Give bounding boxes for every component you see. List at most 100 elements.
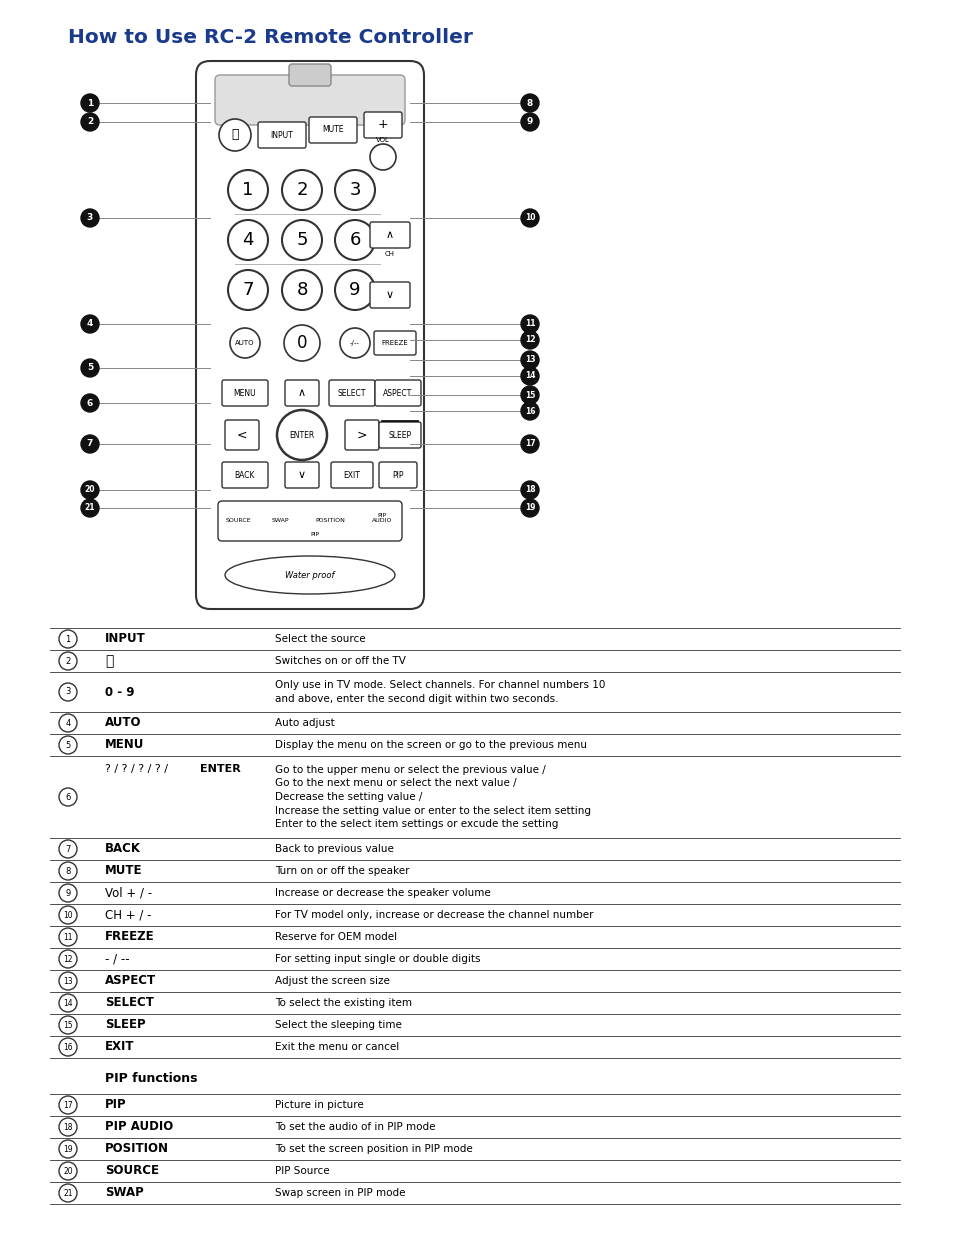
Circle shape bbox=[370, 144, 395, 170]
Circle shape bbox=[59, 630, 77, 649]
Text: 1: 1 bbox=[242, 181, 253, 199]
Circle shape bbox=[59, 683, 77, 702]
Text: 13: 13 bbox=[63, 977, 72, 985]
Text: ⏻: ⏻ bbox=[231, 128, 238, 142]
FancyBboxPatch shape bbox=[195, 60, 423, 609]
Text: 3: 3 bbox=[65, 688, 71, 697]
Text: SWAP: SWAP bbox=[271, 518, 289, 523]
Text: 3: 3 bbox=[349, 181, 360, 199]
Text: SELECT: SELECT bbox=[105, 996, 153, 1010]
Circle shape bbox=[282, 219, 322, 260]
Text: Turn on or off the speaker: Turn on or off the speaker bbox=[274, 866, 409, 875]
Circle shape bbox=[276, 411, 327, 460]
Text: For setting input single or double digits: For setting input single or double digit… bbox=[274, 954, 480, 964]
Text: For TV model only, increase or decrease the channel number: For TV model only, increase or decrease … bbox=[274, 910, 593, 920]
Text: >: > bbox=[356, 429, 367, 441]
Circle shape bbox=[59, 1118, 77, 1136]
Text: <: < bbox=[236, 429, 247, 441]
Circle shape bbox=[335, 270, 375, 309]
Text: ASPECT: ASPECT bbox=[105, 974, 156, 988]
Circle shape bbox=[520, 94, 538, 112]
Text: Select the sleeping time: Select the sleeping time bbox=[274, 1020, 401, 1030]
Text: MENU: MENU bbox=[105, 739, 144, 751]
Text: 6: 6 bbox=[87, 398, 93, 407]
Text: 0: 0 bbox=[296, 334, 307, 351]
FancyBboxPatch shape bbox=[375, 380, 420, 406]
FancyBboxPatch shape bbox=[329, 380, 375, 406]
Text: ∨: ∨ bbox=[386, 290, 394, 300]
Text: - / --: - / -- bbox=[105, 953, 130, 965]
Circle shape bbox=[59, 1016, 77, 1034]
Circle shape bbox=[59, 652, 77, 670]
FancyBboxPatch shape bbox=[374, 330, 416, 355]
Text: 11: 11 bbox=[524, 319, 535, 328]
Circle shape bbox=[335, 219, 375, 260]
Text: PIP: PIP bbox=[105, 1099, 127, 1111]
Circle shape bbox=[520, 210, 538, 227]
Text: 6: 6 bbox=[349, 231, 360, 249]
Text: 11: 11 bbox=[63, 932, 72, 942]
Text: 7: 7 bbox=[242, 281, 253, 298]
FancyBboxPatch shape bbox=[345, 420, 378, 450]
Circle shape bbox=[81, 481, 99, 499]
Ellipse shape bbox=[225, 556, 395, 594]
FancyBboxPatch shape bbox=[222, 380, 268, 406]
Text: SOURCE: SOURCE bbox=[225, 518, 251, 523]
Text: Only use in TV mode. Select channels. For channel numbers 10
and above, enter th: Only use in TV mode. Select channels. Fo… bbox=[274, 681, 605, 704]
Text: AUTO: AUTO bbox=[105, 716, 141, 730]
Circle shape bbox=[228, 270, 268, 309]
Circle shape bbox=[520, 386, 538, 404]
FancyBboxPatch shape bbox=[285, 380, 318, 406]
Text: To set the audio of in PIP mode: To set the audio of in PIP mode bbox=[274, 1122, 435, 1132]
Text: Increase or decrease the speaker volume: Increase or decrease the speaker volume bbox=[274, 888, 490, 898]
Text: Display the menu on the screen or go to the previous menu: Display the menu on the screen or go to … bbox=[274, 740, 586, 750]
Circle shape bbox=[81, 94, 99, 112]
Text: 13: 13 bbox=[524, 355, 535, 365]
Circle shape bbox=[81, 113, 99, 131]
Text: 16: 16 bbox=[524, 407, 535, 416]
Text: 19: 19 bbox=[63, 1144, 72, 1154]
Text: 20: 20 bbox=[85, 486, 95, 494]
Circle shape bbox=[59, 736, 77, 755]
Text: VOL: VOL bbox=[375, 137, 390, 143]
FancyBboxPatch shape bbox=[257, 122, 306, 148]
Circle shape bbox=[335, 170, 375, 210]
Text: ∧: ∧ bbox=[386, 231, 394, 240]
FancyBboxPatch shape bbox=[378, 462, 416, 488]
Text: 18: 18 bbox=[63, 1122, 72, 1132]
Text: How to Use RC-2 Remote Controller: How to Use RC-2 Remote Controller bbox=[68, 28, 473, 47]
Text: ∧: ∧ bbox=[297, 388, 306, 398]
Text: Exit the menu or cancel: Exit the menu or cancel bbox=[274, 1042, 399, 1052]
Text: 20: 20 bbox=[63, 1166, 72, 1175]
FancyBboxPatch shape bbox=[364, 112, 401, 138]
Circle shape bbox=[59, 862, 77, 880]
Text: 12: 12 bbox=[524, 335, 535, 344]
Text: -/--: -/-- bbox=[350, 340, 359, 346]
Text: 2: 2 bbox=[66, 656, 71, 666]
Text: PIP
AUDIO: PIP AUDIO bbox=[372, 513, 392, 523]
Text: PIP functions: PIP functions bbox=[105, 1073, 197, 1085]
Text: 4: 4 bbox=[87, 319, 93, 328]
Text: 6: 6 bbox=[65, 793, 71, 801]
Circle shape bbox=[282, 270, 322, 309]
Text: 8: 8 bbox=[296, 281, 308, 298]
Circle shape bbox=[520, 367, 538, 385]
Text: FREEZE: FREEZE bbox=[105, 931, 154, 943]
FancyBboxPatch shape bbox=[285, 462, 318, 488]
Circle shape bbox=[520, 481, 538, 499]
Text: PIP Source: PIP Source bbox=[274, 1166, 330, 1176]
Circle shape bbox=[520, 435, 538, 453]
Text: 8: 8 bbox=[65, 867, 71, 875]
Text: Picture in picture: Picture in picture bbox=[274, 1100, 363, 1110]
Circle shape bbox=[59, 1096, 77, 1113]
Circle shape bbox=[59, 1038, 77, 1055]
Text: BACK: BACK bbox=[234, 471, 255, 480]
Text: MENU: MENU bbox=[233, 388, 256, 397]
FancyBboxPatch shape bbox=[214, 75, 405, 125]
Text: Go to the upper menu or select the previous value /
Go to the next menu or selec: Go to the upper menu or select the previ… bbox=[274, 764, 590, 830]
Text: 5: 5 bbox=[87, 364, 93, 372]
Text: 16: 16 bbox=[63, 1042, 72, 1052]
Text: MUTE: MUTE bbox=[322, 126, 343, 134]
Text: EXIT: EXIT bbox=[343, 471, 360, 480]
Text: 7: 7 bbox=[65, 845, 71, 853]
